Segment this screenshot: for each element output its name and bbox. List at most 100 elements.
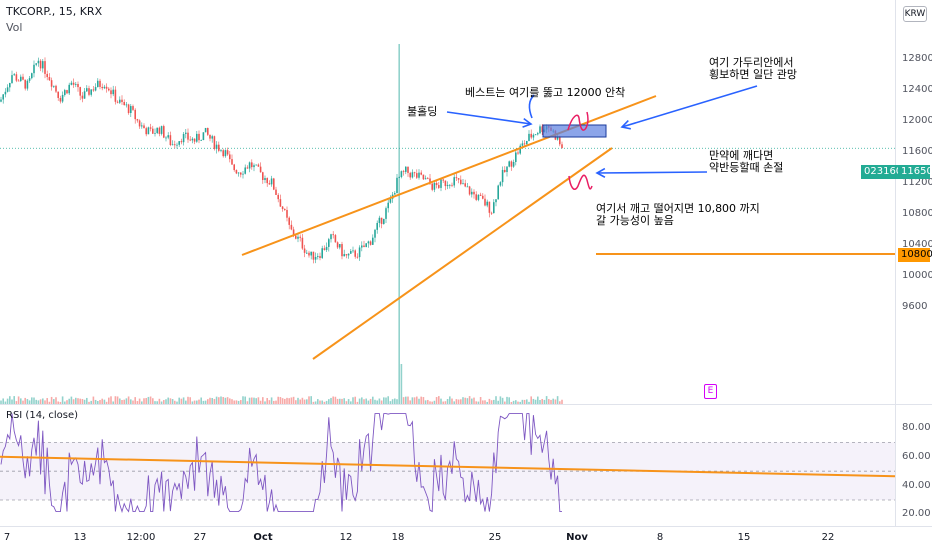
volume-bar [385, 397, 387, 404]
candle-body [191, 138, 194, 141]
arrow-bull-holding [446, 111, 532, 125]
volume-bar [396, 399, 398, 404]
candle-body [539, 126, 541, 134]
candle-body [28, 78, 31, 81]
volume-bar [435, 397, 438, 404]
volume-bar [108, 397, 110, 404]
volume-bar [561, 399, 563, 404]
volume-bar [539, 400, 541, 404]
time-tick-label: 15 [737, 532, 751, 543]
volume-bar [319, 400, 321, 404]
candle-body [55, 85, 57, 92]
volume-bar [497, 400, 499, 404]
volume-bar [222, 397, 224, 404]
candle-body [405, 166, 407, 172]
candle-body [530, 133, 532, 138]
volume-bar [127, 396, 130, 404]
candle-body [92, 89, 95, 91]
volume-bar [504, 401, 506, 404]
volume-bar [277, 396, 279, 404]
volume-bar [449, 396, 451, 404]
symbol-title[interactable]: TKCORP., 15, KRX [6, 5, 103, 18]
volume-bar [231, 399, 233, 404]
squiggle-lower [568, 174, 593, 190]
time-tick-label: 8 [656, 532, 664, 543]
candle-body [152, 128, 154, 134]
volume-bar [275, 400, 277, 404]
candle-body [66, 90, 68, 94]
volume-bar [200, 397, 202, 404]
volume-bar [363, 399, 365, 404]
annotation-watch-line2: 횡보하면 일단 관망 [709, 68, 797, 81]
candle-body [86, 88, 88, 92]
volume-bar [270, 397, 273, 404]
volume-bar [332, 396, 334, 404]
earnings-badge[interactable]: E [704, 384, 717, 399]
volume-bar [306, 399, 308, 404]
candle-body [202, 132, 205, 141]
volume-bar [490, 400, 493, 404]
volume-bar [471, 398, 473, 404]
candle-body [251, 162, 253, 168]
volume-bar [420, 396, 422, 404]
volume-bar [55, 397, 57, 404]
candle-body [464, 183, 466, 187]
candle-body [259, 166, 262, 173]
candle-body [180, 141, 183, 143]
candle-body [308, 252, 310, 256]
candle-body [235, 170, 238, 174]
candle-body [165, 137, 167, 139]
rsi-label[interactable]: RSI (14, close) [6, 410, 79, 421]
volume-bar [444, 401, 447, 404]
candle-body [169, 135, 172, 145]
annotation-break-line2: 갈 가능성이 높음 [596, 214, 674, 227]
candle-body [365, 243, 367, 248]
candle-body [127, 104, 130, 114]
time-tick-label: 22 [821, 532, 835, 543]
volume-bar [119, 398, 121, 404]
candle-body [330, 234, 332, 240]
rsi-trend-line [0, 455, 896, 478]
volume-label[interactable]: Vol [6, 21, 23, 34]
candle-body [378, 217, 381, 223]
candle-body [361, 245, 363, 248]
candle-body [22, 76, 24, 80]
time-tick-label: 7 [3, 532, 11, 543]
price-tick-label: 12000 [902, 115, 932, 127]
candle-body [207, 128, 209, 135]
volume-bar [94, 399, 97, 404]
volume-bar [521, 399, 524, 404]
candle-body [9, 83, 11, 88]
volume-bar [299, 399, 301, 404]
time-tick-label: 12 [339, 532, 353, 543]
candle-body [442, 179, 444, 181]
rsi-tick-label: 80.00 [902, 422, 931, 433]
volume-bar [103, 399, 106, 404]
volume-bar [440, 398, 442, 404]
currency-button[interactable]: KRW [903, 6, 927, 22]
candle-body [561, 144, 563, 148]
candle-body [556, 137, 559, 140]
candle-body [528, 133, 530, 141]
candle-body [389, 198, 392, 203]
volume-bar [198, 399, 200, 404]
candle-body [116, 101, 119, 103]
candle-body [508, 161, 510, 167]
candle-body [466, 186, 469, 188]
volume-bar [114, 396, 117, 404]
candle-body [200, 140, 202, 141]
volume-bar [356, 401, 359, 404]
candle-body [68, 84, 70, 94]
candle-body [31, 73, 33, 79]
volume-bar [328, 399, 330, 404]
candle-body [119, 99, 121, 103]
volume-bar [259, 400, 262, 404]
volume-bar [105, 401, 108, 404]
volume-bar [545, 396, 548, 404]
candle-body [325, 246, 328, 250]
annotation-rebound-line2: 약반등할때 손절 [709, 161, 784, 174]
volume-bar [237, 400, 240, 404]
candle-body [532, 134, 535, 138]
candle-body [163, 126, 165, 138]
